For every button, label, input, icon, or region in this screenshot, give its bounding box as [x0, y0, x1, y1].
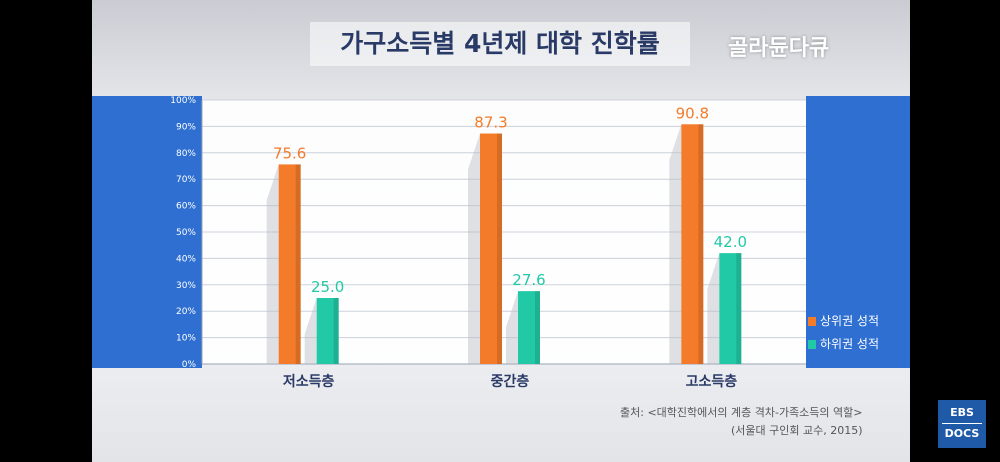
source-line-2: (서울대 구인회 교수, 2015) — [730, 424, 863, 437]
blue-band-right — [806, 96, 910, 368]
bar-upper — [278, 164, 301, 364]
data-label: 27.6 — [512, 271, 545, 289]
bar-upper — [480, 133, 502, 364]
data-label: 75.6 — [273, 144, 306, 162]
bar-side — [736, 253, 742, 364]
bar-lower — [719, 253, 742, 364]
bar-shadow — [669, 124, 682, 365]
y-tick-label: 100% — [170, 96, 196, 106]
source-note: 출처: <대학진학에서의 계층 격차-가족소득의 역할> (서울대 구인회 교수… — [620, 404, 863, 440]
bar-shadow — [266, 164, 279, 364]
legend-label-lower: 하위권 성적 — [820, 337, 880, 351]
bar-shadow — [304, 298, 317, 364]
bar-side — [535, 291, 540, 364]
y-tick-label: 90% — [176, 122, 196, 132]
bar-upper — [681, 124, 704, 365]
ebs-docs-logo: EBS DOCS — [938, 400, 986, 448]
bar-lower — [518, 291, 540, 364]
y-tick-label: 70% — [176, 175, 196, 185]
y-tick-label: 60% — [176, 202, 196, 212]
bar-shadow — [506, 291, 518, 364]
blue-band-left — [92, 96, 202, 368]
legend-swatch-lower — [808, 340, 816, 349]
bar-side — [698, 124, 704, 365]
bar-side — [295, 164, 301, 364]
logo-text-bottom: DOCS — [942, 423, 982, 444]
channel-brand: 골라듄다큐 — [728, 36, 830, 61]
category-label: 고소득층 — [686, 374, 738, 390]
legend-upper: 상위권 성적 — [808, 312, 879, 329]
y-tick-label: 10% — [176, 334, 196, 344]
y-tick-label: 50% — [176, 228, 196, 238]
bar-shadow — [468, 133, 480, 364]
y-tick-label: 0% — [182, 360, 197, 370]
bar-side — [333, 298, 339, 364]
bar-lower — [316, 298, 339, 364]
bar-side — [497, 133, 502, 364]
data-label: 25.0 — [311, 278, 344, 296]
legend-lower: 하위권 성적 — [808, 335, 879, 352]
y-tick-label: 80% — [176, 149, 196, 159]
y-tick-label: 40% — [176, 254, 196, 264]
legend-label-upper: 상위권 성적 — [820, 314, 880, 328]
data-label: 42.0 — [714, 233, 747, 251]
chart-title: 가구소득별 4년제 대학 진학률 — [310, 22, 690, 66]
y-tick-label: 30% — [176, 281, 196, 291]
category-label: 저소득층 — [283, 374, 335, 390]
legend-swatch-upper — [808, 317, 816, 326]
data-label: 90.8 — [676, 104, 709, 122]
bar-shadow — [707, 253, 720, 364]
logo-text-top: EBS — [950, 406, 974, 419]
source-line-1: 출처: <대학진학에서의 계층 격차-가족소득의 역할> — [620, 406, 863, 419]
data-label: 87.3 — [474, 114, 507, 132]
category-label: 중간층 — [491, 373, 530, 390]
y-tick-label: 20% — [176, 307, 196, 317]
